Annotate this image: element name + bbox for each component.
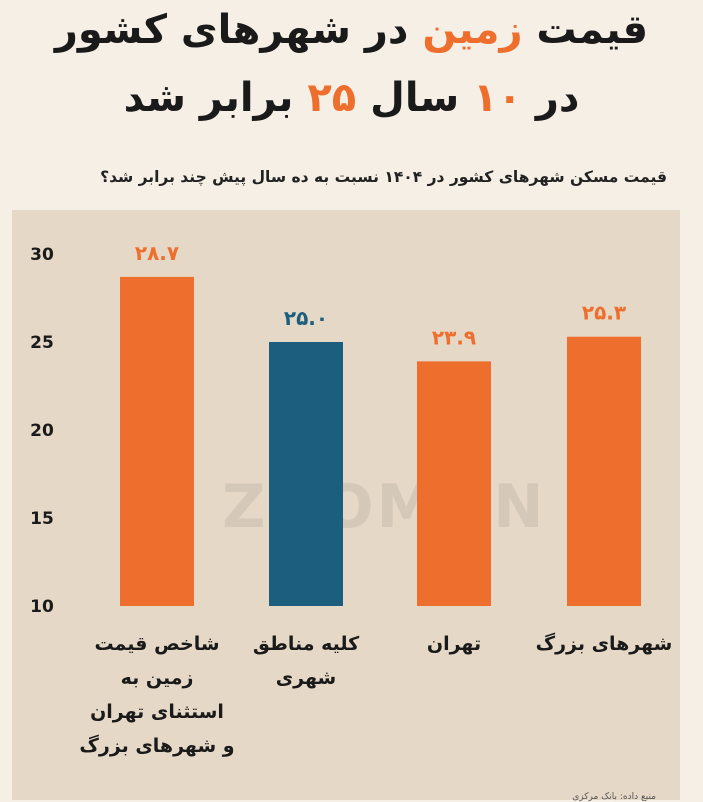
headline-text: در xyxy=(521,75,580,121)
x-tick-label: کلیه مناطق xyxy=(253,633,360,655)
y-tick-label: 25 xyxy=(30,333,54,353)
y-tick-label: 15 xyxy=(30,509,54,529)
headline-text: در شهرهای کشور xyxy=(54,7,423,53)
data-label: ۲۵.۳ xyxy=(582,301,626,325)
x-tick-label: شهرهای بزرگ xyxy=(536,632,673,655)
data-label: ۲۳.۹ xyxy=(432,325,476,349)
y-tick-label: 10 xyxy=(30,597,54,617)
headline-line-2: در ۱۰ سال ۲۵ برابر شد xyxy=(0,78,703,118)
headline-accent-land: زمین xyxy=(422,7,523,53)
headline-text: برابر شد xyxy=(123,75,308,121)
x-tick-label: شهری xyxy=(276,667,336,689)
bar xyxy=(120,276,194,606)
chart-title: قیمت مسکن شهرهای کشور در ۱۴۰۴ نسبت به ده… xyxy=(100,168,667,186)
headline-accent-multiplier: ۲۵ xyxy=(307,75,357,121)
bar xyxy=(269,342,343,606)
headline-accent-years: ۱۰ xyxy=(473,75,522,121)
source-note: منبع داده: بانک مرکزی xyxy=(572,792,656,802)
x-tick-label: شاخص قیمت xyxy=(94,633,219,655)
x-tick-label: تهران xyxy=(427,633,481,655)
bar xyxy=(417,361,491,606)
y-tick-label: 30 xyxy=(30,245,54,265)
x-tick-label: استثنای تهران xyxy=(90,701,224,723)
headline-text: سال xyxy=(356,75,474,121)
bar xyxy=(567,336,641,606)
data-label: ۲۵.۰ xyxy=(284,306,328,330)
x-tick-label: و شهرهای بزرگ xyxy=(79,734,234,757)
x-tick-label: زمین به xyxy=(121,667,194,689)
data-label: ۲۸.۷ xyxy=(135,241,179,265)
headline-line-1: قیمت زمین در شهرهای کشور xyxy=(0,10,703,50)
headline-text: قیمت xyxy=(522,7,649,53)
y-tick-label: 20 xyxy=(30,421,54,441)
